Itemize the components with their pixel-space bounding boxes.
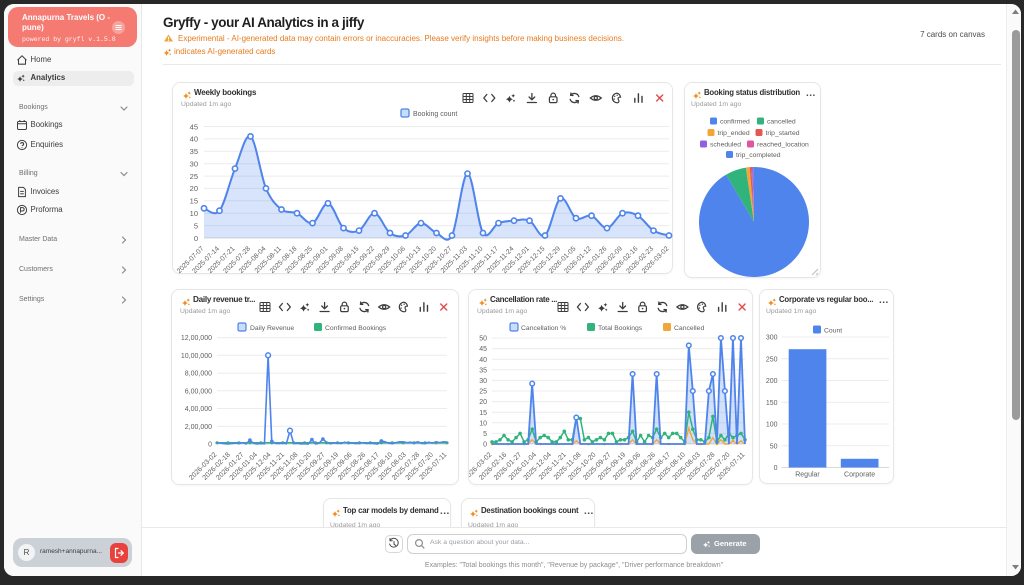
svg-text:35: 35 (479, 367, 487, 374)
svg-text:2,00,000: 2,00,000 (185, 424, 212, 431)
svg-text:5: 5 (483, 431, 487, 438)
svg-text:25: 25 (190, 172, 198, 181)
svg-text:200: 200 (766, 378, 778, 385)
svg-text:reached_location: reached_location (757, 142, 809, 149)
svg-text:10: 10 (479, 420, 487, 427)
svg-text:0: 0 (483, 442, 487, 449)
svg-text:6,00,000: 6,00,000 (185, 388, 212, 395)
svg-text:40: 40 (479, 357, 487, 364)
svg-text:4,00,000: 4,00,000 (185, 406, 212, 413)
svg-text:0: 0 (774, 465, 778, 472)
svg-text:25: 25 (479, 389, 487, 396)
svg-text:confirmed: confirmed (720, 119, 750, 126)
svg-text:scheduled: scheduled (710, 142, 741, 149)
svg-text:40: 40 (190, 135, 198, 144)
svg-text:15: 15 (190, 197, 198, 206)
svg-text:10,00,000: 10,00,000 (181, 353, 212, 360)
svg-text:Corporate: Corporate (844, 472, 875, 479)
svg-text:20: 20 (190, 184, 198, 193)
svg-text:Regular: Regular (795, 472, 820, 479)
svg-text:Cancellation %: Cancellation % (521, 325, 566, 332)
svg-text:20: 20 (479, 399, 487, 406)
svg-text:trip_completed: trip_completed (736, 152, 781, 159)
svg-text:10: 10 (190, 209, 198, 218)
svg-text:35: 35 (190, 147, 198, 156)
svg-text:Daily Revenue: Daily Revenue (250, 325, 294, 332)
svg-text:Confirmed Bookings: Confirmed Bookings (325, 325, 387, 332)
svg-text:5: 5 (194, 221, 198, 230)
svg-text:100: 100 (766, 422, 778, 429)
svg-text:15: 15 (479, 410, 487, 417)
svg-text:8,00,000: 8,00,000 (185, 371, 212, 378)
svg-text:0: 0 (194, 234, 198, 243)
svg-text:50: 50 (770, 443, 778, 450)
svg-text:45: 45 (479, 346, 487, 353)
svg-text:30: 30 (190, 160, 198, 169)
svg-text:cancelled: cancelled (767, 119, 796, 126)
svg-text:50: 50 (479, 336, 487, 343)
svg-text:Total Bookings: Total Bookings (598, 325, 643, 332)
svg-text:150: 150 (766, 400, 778, 407)
svg-text:trip_ended: trip_ended (718, 130, 750, 137)
svg-text:30: 30 (479, 378, 487, 385)
svg-text:12,00,000: 12,00,000 (181, 335, 212, 342)
svg-text:Cancelled: Cancelled (674, 325, 704, 332)
svg-text:trip_started: trip_started (766, 130, 800, 137)
svg-text:0: 0 (208, 442, 212, 449)
svg-text:Booking count: Booking count (413, 111, 457, 118)
svg-text:45: 45 (190, 122, 198, 131)
svg-text:300: 300 (766, 335, 778, 342)
svg-text:250: 250 (766, 356, 778, 363)
svg-text:Count: Count (824, 328, 842, 335)
